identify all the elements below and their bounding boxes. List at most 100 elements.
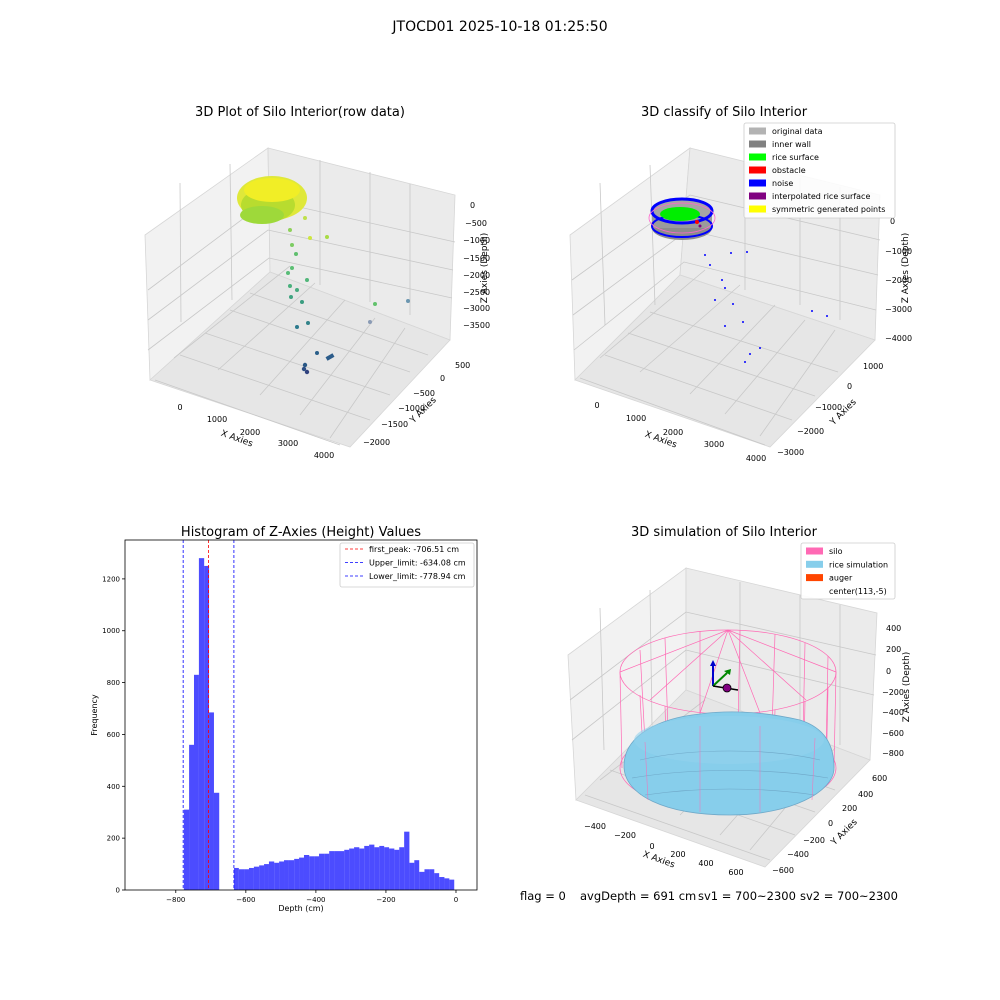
classify-legend-label: symmetric generated points: [772, 205, 885, 214]
simulation-legend-swatch: [806, 547, 823, 555]
classify-points: [648, 197, 828, 363]
simulation-ylabel: Y Axies: [829, 817, 860, 848]
classify-legend-swatch: [749, 140, 766, 148]
histogram-xtick-label: −400: [306, 896, 325, 904]
simulation-xtick: 600: [728, 868, 743, 877]
histogram-bar: [294, 858, 300, 890]
histogram-plot-area: [125, 540, 477, 890]
classify-xtick: 4000: [746, 454, 766, 463]
simulation-xtick: 200: [670, 850, 685, 859]
raw-ztick: −2500: [463, 288, 490, 297]
histogram-bar: [394, 849, 400, 890]
histogram-bar: [424, 869, 430, 890]
histogram-bar: [274, 862, 280, 890]
histogram-bar: [439, 877, 445, 890]
simulation-zlabel: Z Axies (Depth): [902, 652, 912, 723]
classify-legend-label: inner wall: [772, 140, 811, 149]
histogram-bar: [444, 878, 450, 890]
raw-plot-title: 3D Plot of Silo Interior(row data): [195, 105, 405, 120]
classify-xtick: 2000: [663, 428, 683, 437]
histogram-bar: [309, 856, 315, 890]
raw-ztick: −3500: [463, 321, 490, 330]
classify-ztick: −2000: [885, 276, 912, 285]
histogram-bar: [409, 862, 415, 890]
classify-legend-swatch: [749, 166, 766, 174]
raw-ztick: −1500: [463, 254, 490, 263]
raw-ztick: −2000: [463, 271, 490, 280]
histogram-bar: [183, 809, 190, 890]
classify-ztick: 0: [890, 217, 895, 226]
histogram-bar: [404, 831, 410, 890]
histogram-bar: [349, 848, 355, 890]
histogram-bar: [339, 851, 345, 890]
figure-title: JTOCD01 2025-10-18 01:25:50: [391, 19, 607, 35]
raw-ztick: 0: [470, 201, 475, 210]
histogram-bar: [209, 712, 214, 890]
histogram-bar: [319, 853, 325, 890]
histogram-bar: [384, 847, 390, 890]
histogram-xtick-label: 0: [454, 896, 458, 904]
raw-3d-axes-box: [144, 147, 456, 448]
histogram-bar: [198, 558, 205, 890]
histogram-bar: [399, 847, 405, 890]
simulation-ztick: 200: [886, 645, 901, 654]
classify-ztick: −3000: [885, 305, 912, 314]
histogram-bar: [334, 851, 340, 890]
simulation-ztick: 0: [886, 667, 891, 676]
histogram-bar: [244, 869, 249, 890]
classify-legend-swatch: [749, 192, 766, 200]
raw-ytick: 500: [455, 361, 470, 370]
histogram-bar: [259, 865, 265, 890]
auger-marker: [710, 660, 739, 693]
raw-ytick: −1500: [381, 420, 408, 429]
raw-data-points: [237, 176, 410, 375]
simulation-ztick: 400: [886, 624, 901, 633]
histogram-ytick-label: 0: [116, 887, 120, 895]
classify-xtick: 3000: [704, 440, 724, 449]
histogram-ytick-label: 600: [107, 731, 120, 739]
raw-ytick: −500: [413, 389, 435, 398]
simulation-ytick: −600: [772, 866, 794, 875]
classify-ytick: −2000: [797, 427, 824, 436]
raw-ytick: 0: [440, 374, 445, 383]
simulation-ytick: −400: [787, 850, 809, 859]
rice-simulation-surface: [623, 711, 835, 816]
histogram-ytick-label: 1000: [102, 627, 120, 635]
simulation-ztick: −400: [882, 708, 904, 717]
histogram-legend: first_peak: -706.51 cm Upper_limit: -634.…: [339, 542, 475, 588]
histogram-bar: [449, 879, 455, 890]
classify-ytick: −1000: [815, 403, 842, 412]
histogram-bar: [419, 871, 425, 890]
histogram-bar: [284, 860, 289, 890]
histogram-bars: [183, 558, 455, 890]
simulation-legend-label: center(113,-5): [829, 587, 887, 596]
histogram-bar: [299, 857, 304, 890]
histogram-bar: [248, 867, 254, 890]
histogram-bar: [193, 674, 199, 890]
simulation-legend-label: rice simulation: [829, 560, 888, 569]
simulation-xtick: 400: [698, 859, 713, 868]
simulation-ztick: −600: [882, 729, 904, 738]
classify-ztick: −4000: [885, 334, 912, 343]
histogram-bar: [379, 845, 385, 890]
sv2-status: sv2 = 700~2300: [800, 889, 898, 903]
classify-legend-swatch: [749, 153, 766, 161]
histogram-bar: [189, 744, 194, 890]
simulation-plot-title: 3D simulation of Silo Interior: [631, 525, 818, 540]
avg-depth-status: avgDepth = 691 cm: [580, 889, 696, 903]
classify-xtick: 0: [594, 401, 599, 410]
classify-plot-title: 3D classify of Silo Interior: [641, 105, 808, 120]
classify-legend-label: original data: [772, 127, 823, 136]
histogram-bar: [329, 851, 335, 890]
simulation-xtick: −200: [614, 831, 636, 840]
classify-legend: original data inner wall rice surface obsta…: [743, 122, 896, 219]
histogram-title: Histogram of Z-Axies (Height) Values: [181, 525, 421, 540]
classify-ytick: 0: [847, 382, 852, 391]
histogram-frame: [124, 539, 478, 891]
simulation-legend-swatch: [806, 574, 823, 582]
classify-ztick: −1000: [885, 247, 912, 256]
raw-xtick: 1000: [207, 415, 227, 424]
simulation-legend-swatch: [806, 587, 823, 595]
sv1-status: sv1 = 700~2300: [698, 889, 796, 903]
